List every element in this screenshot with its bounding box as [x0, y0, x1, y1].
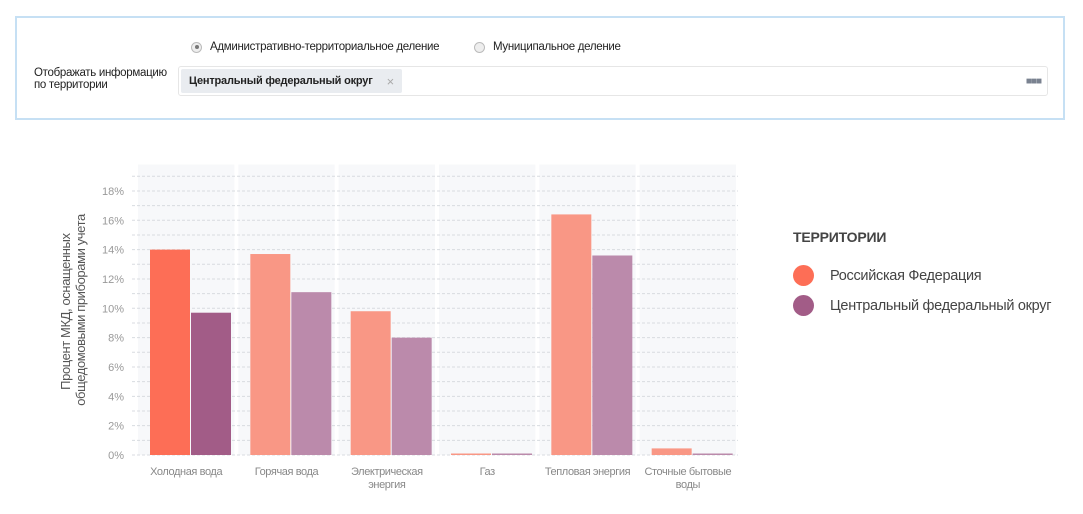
radio-checked-icon [191, 41, 202, 53]
bar[interactable] [651, 448, 692, 455]
bar[interactable] [692, 453, 733, 456]
y-tick-label: 2% [108, 421, 124, 433]
y-axis-label-line1: Процент МКД, оснащенных [58, 232, 73, 389]
x-tick-label: Электрическая энергия [351, 466, 423, 491]
legend-item-russian-federation[interactable]: Российская Федерация [793, 265, 982, 286]
bar-chart: 0% 2% 4% 6% 8% 10% 12% 14% 16% 18% Процент МКД, о… [58, 164, 738, 462]
x-tick-label: Холодная вода [150, 466, 223, 478]
radio-label: Муниципальное деление [493, 41, 621, 53]
territory-filter-panel [15, 16, 1065, 120]
bar[interactable] [391, 337, 432, 455]
category-band [439, 164, 536, 455]
x-tick-label: Тепловая энергия [544, 466, 631, 478]
y-axis-label-line2: общедомовыми приборами учета [73, 213, 88, 406]
y-tick-label: 6% [108, 362, 124, 374]
radio-label: Административно-территориальное деление [210, 41, 440, 53]
y-tick-label: 10% [102, 303, 124, 315]
legend-label: Российская Федерация [830, 267, 982, 284]
radio-municipal-division[interactable]: Муниципальное деление [474, 41, 621, 53]
bar[interactable] [492, 453, 532, 456]
territory-label: Отображать информацию по территории [34, 67, 174, 91]
y-tick-label: 14% [102, 245, 124, 257]
x-tick-label: Горячая вода [254, 466, 319, 478]
y-tick-label: 18% [102, 186, 124, 198]
y-axis-label: Процент МКД, оснащенных общедомовыми при… [58, 213, 88, 406]
y-tick-label: 16% [102, 215, 124, 227]
bar[interactable] [350, 311, 391, 455]
bar[interactable] [250, 254, 291, 455]
bar[interactable] [291, 292, 332, 455]
category-band [639, 164, 736, 455]
x-tick-label: Газ [479, 466, 496, 478]
selected-territory-tag: Центральный федеральный округ × [181, 69, 403, 93]
bar[interactable] [191, 312, 231, 455]
legend-swatch-icon [793, 265, 814, 286]
territory-multiselect[interactable]: Центральный федеральный округ × ■■■ [178, 66, 1048, 96]
bar[interactable] [551, 214, 592, 455]
legend-title: ТЕРРИТОРИИ [793, 229, 887, 245]
y-tick-label: 12% [102, 274, 124, 286]
territory-label-line2: по территории [34, 79, 108, 91]
bar[interactable] [451, 453, 491, 456]
bar[interactable] [150, 249, 190, 455]
legend-label: Центральный федеральный округ [830, 297, 1052, 314]
x-tick-label: Сточные бытовые воды [644, 466, 732, 491]
y-tick-label: 0% [108, 450, 124, 462]
remove-tag-icon[interactable]: × [386, 73, 395, 89]
legend-item-central-federal-district[interactable]: Центральный федеральный округ [793, 295, 1052, 316]
y-tick-label: 4% [108, 391, 124, 403]
territory-label-line1: Отображать информацию [34, 67, 167, 79]
legend-swatch-icon [793, 295, 814, 316]
bar[interactable] [592, 255, 633, 455]
y-tick-label: 8% [108, 333, 124, 345]
more-options-icon[interactable]: ■■■ [1025, 76, 1042, 87]
radio-unchecked-icon [474, 41, 485, 53]
radio-administrative-division[interactable]: Административно-территориальное деление [191, 41, 440, 53]
tag-label: Центральный федеральный округ [189, 75, 373, 87]
